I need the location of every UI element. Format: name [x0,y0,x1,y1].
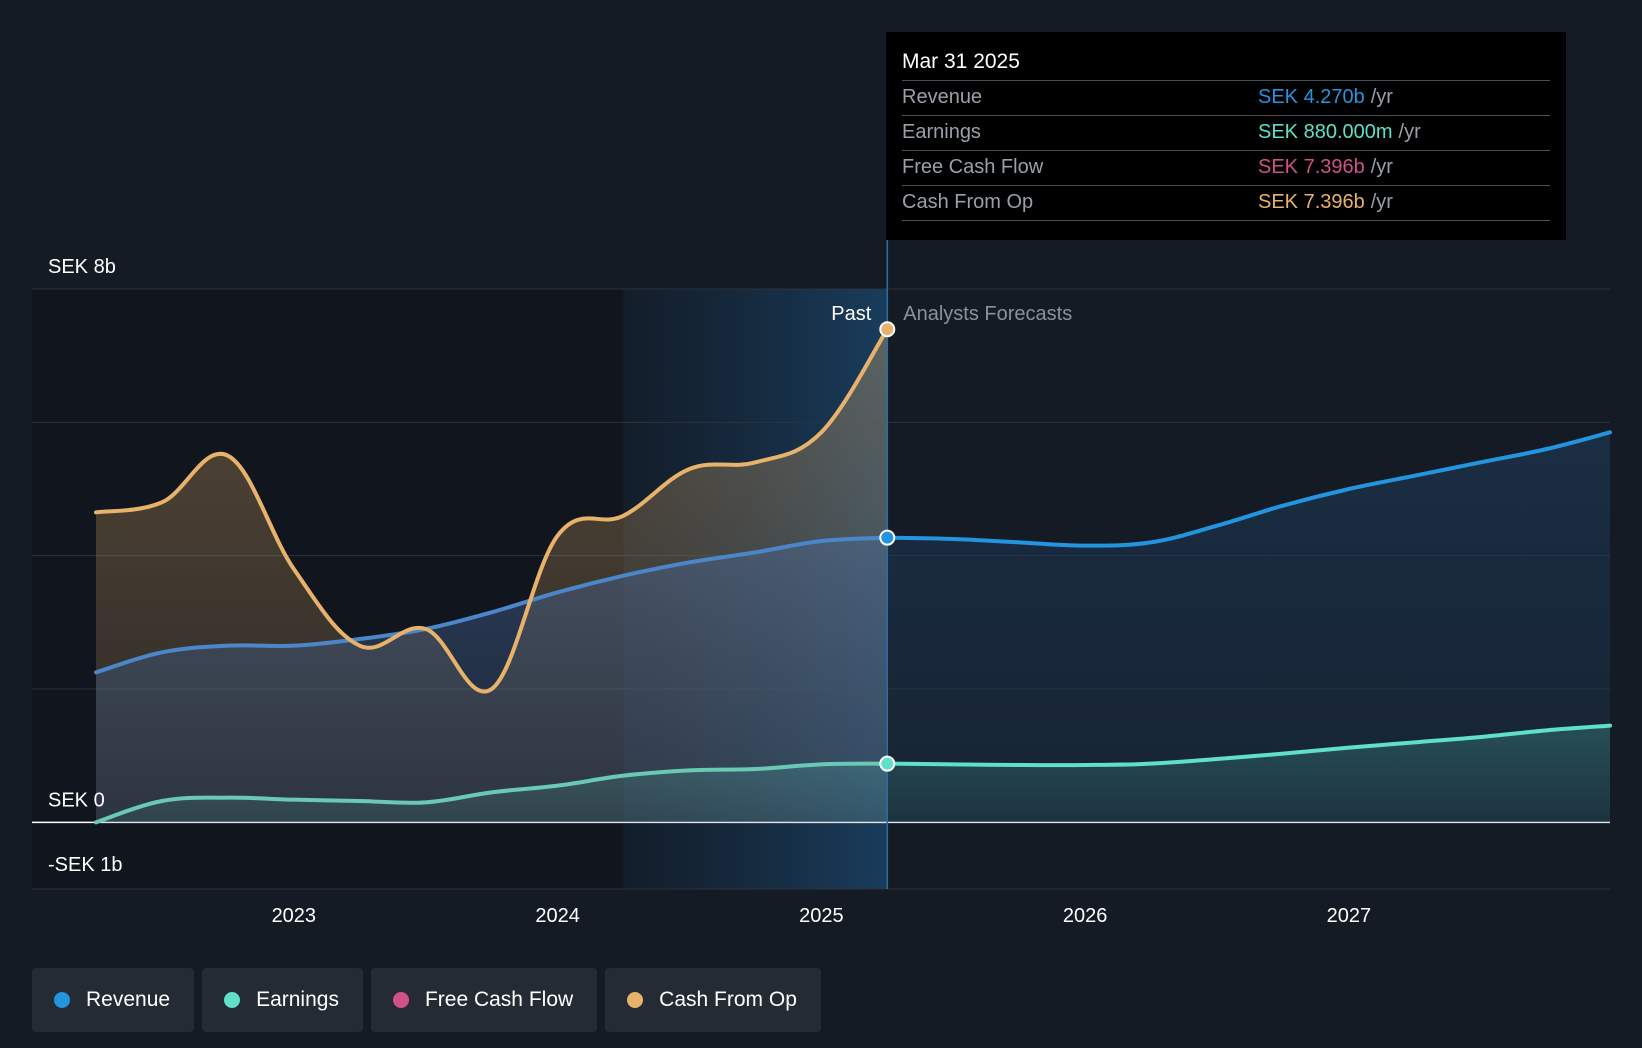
tooltip-unit: /yr [1370,156,1393,178]
free-cash-flow-dot-icon [392,992,409,1008]
tooltip-date: Mar 31 2025 [902,50,1020,73]
revenue-area-past [96,537,888,823]
y-tick-label: -SEK 1b [48,854,122,876]
cash-from-op-marker [879,321,896,338]
series-areas [96,329,1610,823]
y-tick-label: SEK 8b [48,256,116,278]
x-tick-label: 2025 [799,905,844,927]
x-tick-label: 2023 [272,905,317,927]
earnings-line-past [94,761,890,825]
legend-item-cash-from-op[interactable]: Cash From Op [605,968,821,1032]
legend-label: Revenue [86,988,171,1011]
tooltip-row-revenue: Revenue SEK 4.270b /yr [902,80,1550,115]
tooltip-label: Earnings [902,121,981,143]
x-axis-labels: 2023 2024 2025 2026 2027 [272,905,1372,927]
tooltip-row-free-cash-flow: Free Cash Flow SEK 7.396b /yr [902,150,1550,185]
legend-label: Free Cash Flow [424,988,574,1011]
earnings-dot-icon [224,992,241,1008]
legend: Revenue Earnings Free Cash Flow Cash Fro… [32,968,821,1032]
y-tick-label: SEK 0 [48,789,105,811]
tooltip-label: Revenue [902,86,983,108]
legend-item-revenue[interactable]: Revenue [32,968,195,1032]
tooltip-value: SEK 880.000m [1258,121,1393,143]
past-label: Past [831,303,871,325]
legend-label: Cash From Op [659,988,797,1011]
tooltip-value: SEK 7.396b [1258,156,1365,178]
forecast-label: Analysts Forecasts [903,303,1072,325]
legend-item-free-cash-flow[interactable]: Free Cash Flow [370,968,598,1032]
earnings-area [96,725,1610,823]
tooltip-unit: /yr [1398,121,1421,143]
cash-from-op-dot-icon [627,992,644,1008]
tooltip-unit: /yr [1370,191,1393,213]
revenue-line-past [94,535,890,675]
cash-from-op-line [94,327,890,694]
tooltip: Mar 31 2025 Revenue SEK 4.270b /yr Earni… [886,32,1566,240]
y-axis-labels: SEK 8b SEK 0 -SEK 1b [48,256,122,876]
tooltip-label: Cash From Op [902,191,1034,213]
x-tick-label: 2027 [1327,905,1372,927]
revenue-dot-icon [54,992,70,1008]
tooltip-row-cash-from-op: Cash From Op SEK 7.396b /yr [902,185,1550,221]
revenue-area-forecast [887,432,1610,823]
tooltip-value: SEK 7.396b [1258,191,1365,213]
x-tick-label: 2024 [535,905,580,927]
tooltip-row-earnings: Earnings SEK 880.000m /yr [902,115,1550,150]
earnings-line-forecast [885,723,1612,768]
x-tick-label: 2026 [1063,905,1108,927]
tooltip-unit: /yr [1370,86,1393,108]
legend-item-earnings[interactable]: Earnings [202,968,363,1032]
revenue-line-forecast [885,430,1612,548]
tooltip-value: SEK 4.270b [1258,86,1365,108]
tooltip-label: Free Cash Flow [902,156,1044,178]
legend-label: Earnings [256,988,339,1011]
earnings-marker [879,755,896,772]
series-lines [94,327,1612,825]
series-markers [879,321,896,772]
revenue-marker [879,529,896,546]
